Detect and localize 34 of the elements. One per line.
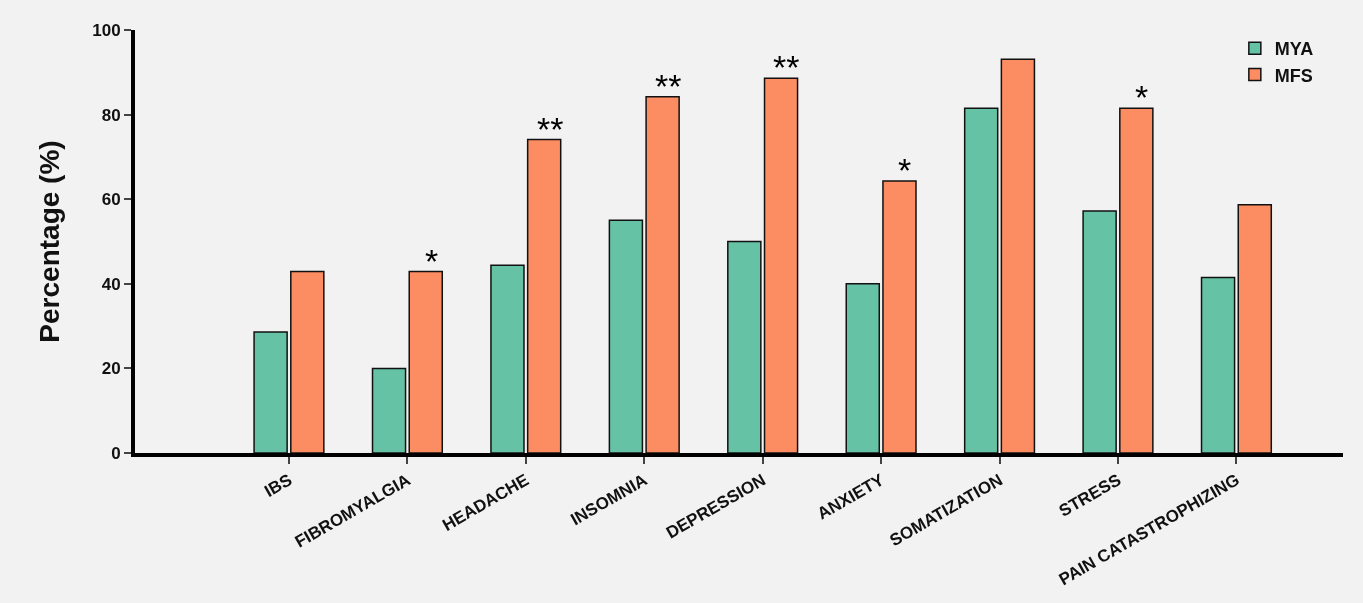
bar — [645, 96, 680, 453]
annotation: * — [425, 242, 439, 280]
annotation: * — [1135, 78, 1149, 116]
bar — [408, 270, 444, 453]
bar — [253, 331, 288, 453]
bar — [1200, 276, 1236, 453]
bar — [845, 283, 881, 453]
bar — [608, 219, 644, 453]
bar — [490, 264, 525, 453]
bar — [1237, 203, 1273, 453]
bar — [1119, 107, 1154, 453]
annotation: ** — [655, 67, 682, 105]
y-tick-label: 40 — [101, 274, 121, 294]
annotation: ** — [773, 48, 800, 86]
bar — [1082, 210, 1117, 453]
legend-label: MYA — [1274, 39, 1314, 60]
y-tick-label: 0 — [111, 443, 121, 463]
bar — [763, 77, 799, 453]
bar — [727, 240, 762, 453]
bar — [290, 270, 325, 453]
annotation: ** — [537, 110, 564, 148]
annotation: * — [898, 151, 912, 189]
y-tick-label: 80 — [101, 105, 121, 125]
bar — [1000, 58, 1036, 453]
legend-label: MFS — [1274, 65, 1313, 86]
bar — [882, 180, 917, 453]
y-tick-label: 60 — [101, 190, 121, 210]
y-tick-label: 20 — [101, 359, 121, 379]
bar — [963, 107, 999, 453]
y-tick-label: 100 — [92, 20, 121, 40]
bar — [371, 367, 407, 453]
y-axis-title: Percentage (%) — [34, 140, 66, 343]
x-tick-label: IBS — [261, 470, 296, 501]
bar — [526, 138, 562, 453]
